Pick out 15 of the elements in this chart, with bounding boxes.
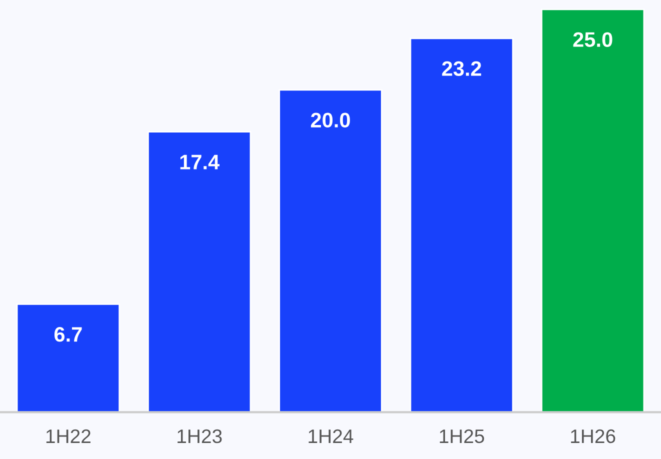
data-label: 6.7 [54, 327, 82, 342]
bar [148, 131, 252, 412]
x-tick-label: 1H26 [571, 429, 616, 444]
x-tick-label: 1H23 [178, 429, 222, 444]
data-label: 20.0 [310, 112, 350, 128]
x-tick-label: 1H24 [308, 429, 354, 443]
data-label: 25.0 [573, 32, 612, 47]
x-tick-label: 1H22 [46, 429, 90, 443]
bar [16, 304, 120, 412]
x-tick-label: 1H25 [440, 429, 484, 444]
bar [410, 38, 514, 412]
data-label: 17.4 [180, 154, 220, 170]
bar [278, 89, 382, 412]
bar [540, 8, 645, 412]
data-label: 23.2 [442, 61, 482, 76]
